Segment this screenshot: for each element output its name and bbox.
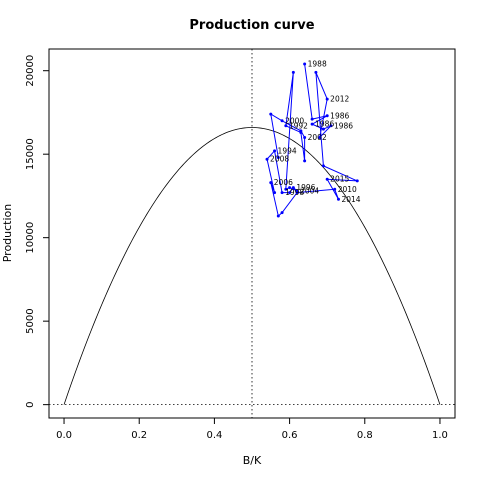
chart-title: Production curve (189, 18, 314, 33)
trajectory-point (280, 119, 284, 123)
production-curve (63, 127, 441, 405)
trajectory-point-label: 2002 (308, 133, 327, 142)
trajectory-point (314, 70, 318, 74)
trajectory-layer (265, 62, 359, 218)
trajectory-point (325, 114, 329, 118)
trajectory-point-label: 1988 (308, 60, 327, 69)
trajectory-point (321, 127, 325, 131)
trajectory-point-label: 2012 (330, 95, 349, 104)
trajectory-point-label: 1996 (296, 183, 315, 192)
trajectory-point-label: 2010 (338, 185, 357, 194)
trajectory-point (336, 197, 340, 201)
trajectory-point (355, 179, 359, 183)
trajectory-point-label: 1986 (330, 111, 349, 120)
trajectory-point-label: 2000 (285, 116, 304, 125)
trajectory-point (333, 187, 337, 191)
trajectory-point-label: 2008 (270, 155, 289, 164)
trajectory-point-label: 1992 (289, 121, 308, 130)
trajectory-point (280, 191, 284, 195)
trajectory-point (318, 135, 322, 139)
trajectory-point (280, 211, 284, 215)
trajectory-point (295, 189, 299, 193)
trajectory-point (269, 112, 273, 116)
x-tick-label: 0.8 (357, 430, 373, 441)
trajectory-point (299, 129, 303, 133)
y-tick-label: 0 (25, 401, 36, 407)
trajectory-point (325, 177, 329, 181)
trajectory-point-label: 2006 (274, 178, 293, 187)
trajectory-point (310, 122, 314, 126)
trajectory-point (310, 117, 314, 121)
trajectory-point (276, 156, 280, 160)
trajectory-point (291, 186, 295, 190)
trajectory-point-label: 1986 (334, 121, 353, 130)
trajectory-point (303, 62, 307, 66)
reference-lines (49, 49, 455, 418)
trajectory-point-label: 2004 (300, 186, 319, 195)
trajectory-line (266, 63, 358, 217)
trajectory-point (303, 159, 307, 163)
trajectory-point (288, 191, 292, 195)
y-axis-label: Production (1, 204, 14, 263)
y-tick-label: 15000 (25, 138, 36, 170)
y-tick-label: 10000 (25, 222, 36, 254)
trajectory-point (269, 181, 273, 185)
trajectory-point (288, 186, 292, 190)
trajectory-point (273, 191, 277, 195)
axes: 0.0 0.2 0.4 0.6 0.8 1.0 0 5000 10000 15000 20000 (25, 55, 448, 441)
trajectory-point (284, 187, 288, 191)
trajectory-point (291, 70, 295, 74)
y-tick-label: 20000 (25, 55, 36, 87)
trajectory-point-label: 1994 (278, 146, 297, 155)
trajectory-point-label: 2014 (341, 195, 360, 204)
trajectory-point (329, 124, 333, 128)
trajectory-point-label: 2015 (330, 175, 349, 184)
trajectory-point (265, 157, 269, 161)
trajectory-point (284, 124, 288, 128)
plot-frame (48, 48, 456, 419)
x-tick-label: 0.2 (131, 430, 147, 441)
x-tick-label: 0.4 (206, 430, 222, 441)
y-tick-label: 5000 (25, 308, 36, 333)
trajectory-point (325, 97, 329, 101)
trajectory-point (321, 164, 325, 168)
x-tick-label: 1.0 (432, 430, 448, 441)
trajectory-point-label: 1986 (315, 120, 334, 129)
x-tick-label: 0.6 (282, 430, 298, 441)
x-axis-label: B/K (243, 454, 262, 467)
trajectory-point (273, 149, 277, 153)
curve-layer (63, 127, 441, 405)
x-tick-label: 0.0 (56, 430, 72, 441)
trajectory-point (276, 214, 280, 218)
trajectory-point-label: 1998 (285, 188, 304, 197)
trajectory-point (303, 135, 307, 139)
